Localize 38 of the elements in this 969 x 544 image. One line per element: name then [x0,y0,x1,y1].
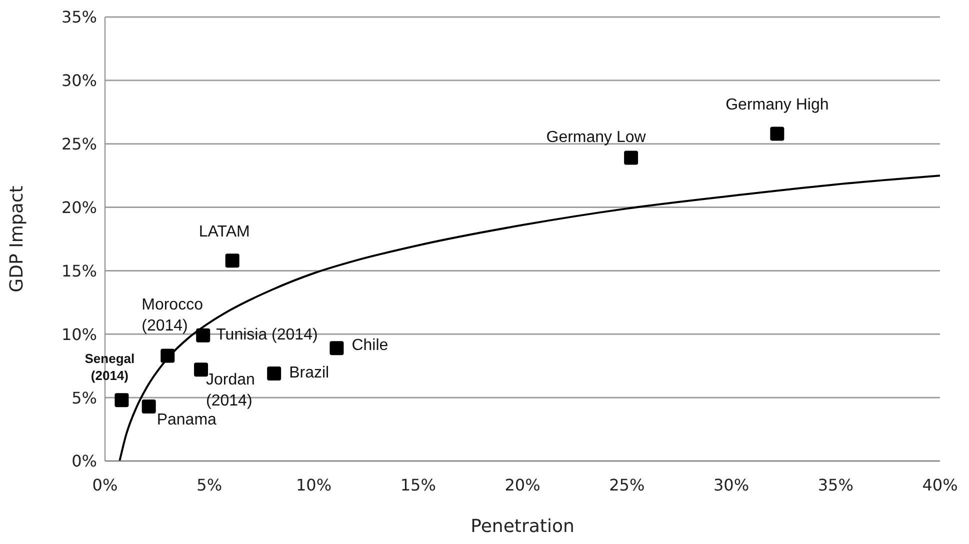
x-tick-label: 10% [296,475,332,494]
y-axis-title: GDP Impact [6,186,28,292]
y-tick-label: 30% [61,71,97,90]
x-tick-label: 30% [713,475,750,494]
point [196,328,210,342]
y-tick-label: 35% [61,8,97,27]
y-tick-label: 5% [72,388,97,408]
point [330,341,344,356]
x-tick-label: 20% [504,475,540,494]
x-axis-title: Penetration [470,516,574,537]
x-tick-label: 5% [196,475,222,494]
annotation: Brazil [289,364,330,382]
annotation: Tunisia (2014) [216,326,318,344]
point [160,348,175,363]
annotation: Panama [156,412,217,429]
x-tick-label: 0% [92,475,118,494]
annotation: Chile [352,337,388,354]
point [142,399,156,414]
y-tick-label: 25% [61,134,97,154]
x-tick-label: 15% [400,475,436,494]
annotation: Jordan (2014) [206,372,255,410]
y-tick-label: 15% [61,261,97,280]
x-tick-label: 25% [609,475,645,494]
annotation: Germany Low [546,129,646,146]
y-tick-label: 0% [72,452,97,471]
annotation: Senegal (2014) [84,352,135,384]
x-tick-label: 35% [818,475,854,494]
y-tick-label: 20% [61,198,97,217]
x-tick-label: 40% [922,475,958,494]
y-tick-label: 10% [61,324,97,344]
point [225,254,240,268]
point [624,150,638,165]
annotation: LATAM [198,224,250,241]
annotation: Morocco (2014) [142,296,204,335]
point [267,366,282,380]
point [770,126,784,141]
point [114,393,129,408]
annotation: Germany High [726,96,829,114]
